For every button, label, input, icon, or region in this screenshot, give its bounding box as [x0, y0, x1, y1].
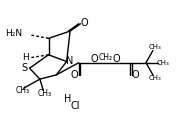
Text: CH₃: CH₃: [37, 89, 51, 98]
Text: CH₃: CH₃: [148, 75, 161, 81]
Text: O: O: [70, 70, 78, 80]
Text: O: O: [90, 54, 98, 64]
Text: O: O: [131, 70, 139, 80]
Text: H: H: [64, 94, 71, 104]
Text: N: N: [66, 56, 74, 66]
Text: CH₂: CH₂: [98, 53, 112, 62]
Text: H: H: [22, 53, 29, 62]
Text: CH₃: CH₃: [157, 60, 170, 66]
Text: O: O: [113, 54, 120, 64]
Text: S: S: [21, 63, 27, 73]
Text: CH₃: CH₃: [148, 44, 161, 50]
Text: H₂N: H₂N: [5, 29, 22, 38]
Text: Cl: Cl: [71, 101, 80, 111]
Text: O: O: [81, 18, 89, 28]
Text: CH₃: CH₃: [16, 86, 30, 95]
